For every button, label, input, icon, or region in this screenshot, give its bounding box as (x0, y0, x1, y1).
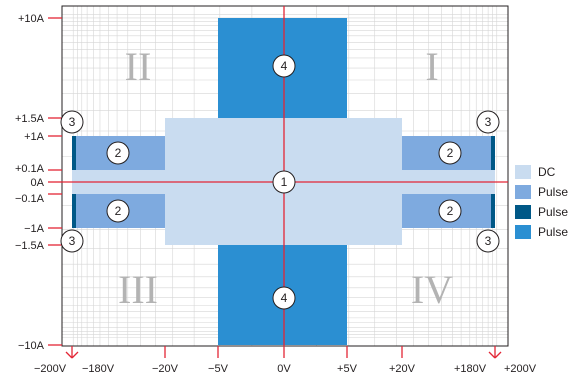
y-label-minus-10a: −10A (18, 340, 45, 352)
marker-2-left-lower-label: 2 (115, 204, 122, 218)
marker-3-right-upper-label: 3 (485, 115, 492, 129)
legend-label-pulse-light: Pulse (538, 185, 568, 199)
marker-2-right-upper: 2 (438, 141, 462, 165)
marker-4-top: 4 (272, 54, 296, 78)
marker-2-left-upper: 2 (106, 141, 130, 165)
quadrant-label-i: I (425, 44, 438, 89)
marker-2-left-upper-label: 2 (115, 146, 122, 160)
legend-swatch-pulse-blue (515, 225, 531, 239)
marker-3-right-lower-label: 3 (485, 234, 492, 248)
y-label-plus-0-1a: +0.1A (15, 163, 45, 175)
pulse-strip-right-lower (491, 194, 495, 228)
pulse-strip-left-lower (72, 194, 76, 228)
marker-4-top-label: 4 (281, 59, 288, 73)
marker-2-right-lower-label: 2 (447, 204, 454, 218)
quadrant-label-iv: IV (411, 267, 453, 312)
x-label-plus-180v: +180V (454, 363, 487, 375)
marker-4-bottom: 4 (272, 286, 296, 310)
y-label-0a: 0A (31, 177, 45, 189)
marker-3-right-lower: 3 (476, 229, 500, 253)
marker-2-right-upper-label: 2 (447, 146, 454, 160)
legend: DC Pulse Pulse Pulse (515, 165, 568, 239)
legend-label-pulse-dark: Pulse (538, 205, 568, 219)
legend-swatch-pulse-light (515, 185, 531, 199)
x-label-minus-200v: −200V (34, 363, 67, 375)
x-label-plus-20v: +20V (389, 363, 416, 375)
y-label-minus-1-5a: −1.5A (15, 240, 45, 252)
quadrant-label-ii: II (125, 44, 152, 89)
current-ticks (48, 17, 62, 346)
marker-3-left-lower-label: 3 (69, 234, 76, 248)
y-label-plus-10a: +10A (18, 13, 45, 25)
legend-label-dc: DC (538, 165, 556, 179)
marker-4-bottom-label: 4 (281, 291, 288, 305)
x-label-minus-5v: −5V (208, 363, 229, 375)
legend-swatch-pulse-dark (515, 205, 531, 219)
marker-3-right-upper: 3 (476, 110, 500, 134)
x-label-minus-20v: −20V (152, 363, 179, 375)
pulse-strip-left-upper (72, 136, 76, 170)
marker-3-left-upper: 3 (60, 110, 84, 134)
y-label-plus-1a: +1A (24, 131, 45, 143)
y-label-plus-1-5a: +1.5A (15, 113, 45, 125)
x-label-plus-200v: +200V (504, 363, 537, 375)
pulse-strip-right-upper (491, 136, 495, 170)
marker-3-left-lower: 3 (60, 229, 84, 253)
marker-3-left-upper-label: 3 (69, 115, 76, 129)
marker-1-label: 1 (281, 175, 288, 189)
legend-label-pulse-blue: Pulse (538, 225, 568, 239)
legend-swatch-dc (515, 165, 531, 179)
plot-frame (61, 5, 509, 347)
y-label-minus-1a: −1A (24, 223, 45, 235)
quadrant-label-iii: III (118, 267, 158, 312)
x-label-plus-5v: +5V (337, 363, 358, 375)
marker-2-left-lower: 2 (106, 199, 130, 223)
x-label-0v: 0V (277, 363, 291, 375)
voltage-ticks (65, 346, 502, 359)
marker-2-right-lower: 2 (438, 199, 462, 223)
y-label-minus-0-1a: −0.1A (15, 193, 45, 205)
x-label-minus-180v: −180V (82, 363, 115, 375)
marker-1: 1 (272, 170, 296, 194)
